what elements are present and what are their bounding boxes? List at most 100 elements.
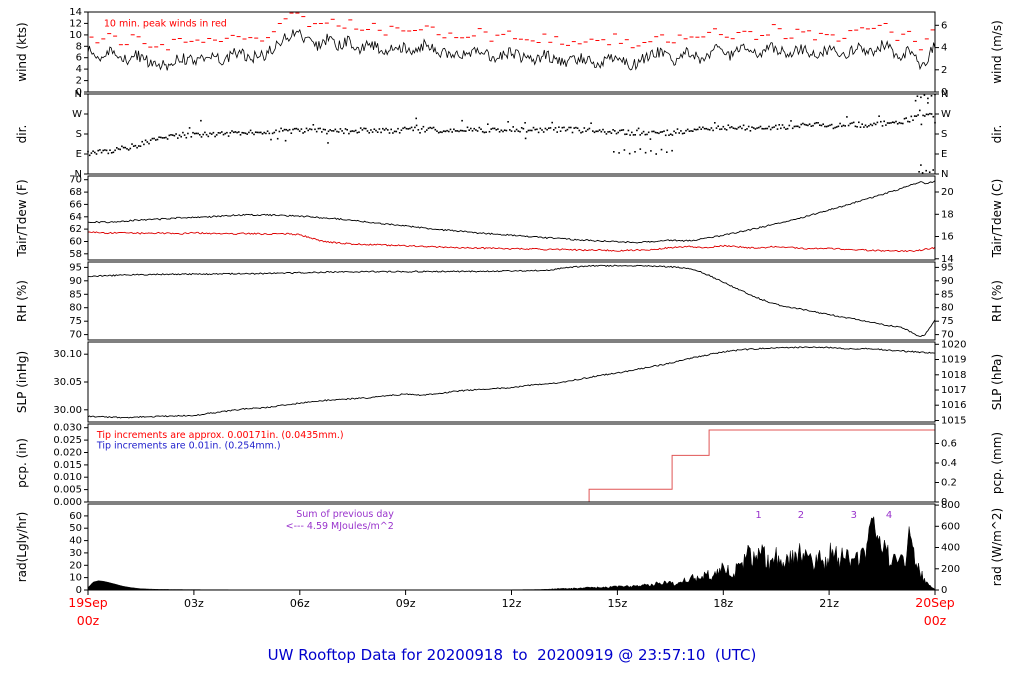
y-axis-label-left-wind-direction: dir. [15,125,29,144]
ytick-left: 30 [69,548,82,559]
x-end-date: 20Sep [915,595,955,610]
ytick-right: 1019 [941,355,966,366]
y-axis-label-left-solar-radiation: rad(Lgly/hr) [15,512,29,583]
event-mark-4: 4 [886,510,892,521]
ytick-right: 0.2 [941,478,957,489]
ytick-right: 600 [941,521,960,532]
y-axis-label-left-precipitation: pcp. (in) [15,438,29,488]
ytick-right: 6 [941,20,947,31]
panel-border [87,11,936,93]
ytick-right: 70 [941,330,954,341]
ytick-left: 66 [69,199,82,210]
ytick-left: 85 [69,289,82,300]
x-start-hour: 00z [77,613,100,628]
x-start-date: 19Sep [68,595,108,610]
panel-border [87,261,936,341]
ytick-left: 20 [69,560,82,571]
ytick-right: 0 [941,87,947,98]
ytick-right: 0 [941,585,947,596]
y-axis-label-left-sea-level-pressure: SLP (inHg) [15,351,29,413]
ytick-left: 68 [69,187,82,198]
ytick-left: 2 [76,76,82,87]
chart-title: UW Rooftop Data for 20200918 to 20200919… [267,646,757,664]
y-axis-label-right-precipitation: pcp. (mm) [990,432,1004,494]
ytick-right: 1017 [941,385,966,396]
ytick-left: 0.015 [53,460,82,471]
panel-relative-humidity: 70 75 80 85 90 95 70 75 80 85 90 95 RH (%) RH (%) [15,261,1004,341]
y-axis-label-right-wind: wind (m/s) [990,20,1004,84]
ytick-right: 0.4 [941,458,957,469]
ytick-right: 800 [941,500,960,511]
ytick-left: 0.030 [53,423,82,434]
xtick-06z: 06z [290,597,310,610]
ytick-left: 0.010 [53,472,82,483]
xtick-12z: 12z [502,597,522,610]
event-mark-2: 2 [798,510,804,521]
ytick-left: 0 [76,585,82,596]
ytick-right: 20 [941,187,954,198]
ytick-right: 14 [941,254,954,265]
ytick-left: 0 [76,87,82,98]
y-axis-label-right-temperature-dewpoint: Tair/Tdew (C) [990,179,1004,259]
ytick-left: 8 [76,41,82,52]
y-axis-label-left-relative-humidity: RH (%) [15,280,29,322]
event-mark-3: 3 [851,510,857,521]
ytick-left: 64 [69,212,82,223]
ytick-right: E [941,149,947,160]
ytick-left: 70 [69,175,82,186]
y-axis-label-left-wind: wind (kts) [15,22,29,81]
ytick-left: 0.005 [53,485,82,496]
ytick-left: 10 [69,30,82,41]
series-direction_deg [87,93,936,174]
ytick-right: 1015 [941,415,966,426]
ytick-left: 30.10 [53,349,82,360]
ytick-left: 30.05 [53,377,82,388]
ytick-left: E [76,149,82,160]
ytick-left: 10 [69,573,82,584]
ytick-right: S [941,129,947,140]
ytick-left: 58 [69,249,82,260]
ytick-right: 1016 [941,400,966,411]
y-axis-label-right-wind-direction: dir. [990,125,1004,144]
series-sea_level_pressure_inhg [87,346,936,419]
annotation-precipitation-0: Tip increments are approx. 0.00171in. (0… [96,430,344,441]
ytick-right: 95 [941,262,954,273]
ytick-left: 0.025 [53,435,82,446]
ytick-right: 4 [941,43,947,54]
ytick-right: 75 [941,316,954,327]
ytick-left: 40 [69,536,82,547]
ytick-left: 80 [69,303,82,314]
xtick-03z: 03z [184,597,204,610]
ytick-left: N [75,169,82,180]
series-solar_radiation_lgly_hr [87,515,936,591]
ytick-left: 75 [69,316,82,327]
panel-border [87,175,936,261]
ytick-left: 70 [69,330,82,341]
ytick-left: 6 [76,53,82,64]
ytick-left: 12 [69,18,82,29]
event-mark-1: 1 [755,510,761,521]
ytick-left: 90 [69,276,82,287]
series-dewpoint_f [88,231,936,253]
annotation-solar-radiation-0: Sum of previous day [296,509,394,520]
ytick-left: 0.020 [53,447,82,458]
ytick-left: 60 [69,511,82,522]
ytick-left: 14 [69,7,82,18]
series-peak_wind_10min_kts [89,12,935,51]
ytick-left: 0.000 [53,497,82,508]
ytick-right: 400 [941,543,960,554]
y-axis-label-right-sea-level-pressure: SLP (hPa) [990,354,1004,410]
ytick-right: 0 [941,497,947,508]
ytick-left: 95 [69,262,82,273]
annotation-solar-radiation-1: <--- 4.59 MJoules/m^2 [286,521,394,532]
panel-border [87,93,936,175]
annotation-precipitation-1: Tip increments are 0.01in. (0.254mm.) [96,440,281,451]
ytick-right: 18 [941,209,954,220]
